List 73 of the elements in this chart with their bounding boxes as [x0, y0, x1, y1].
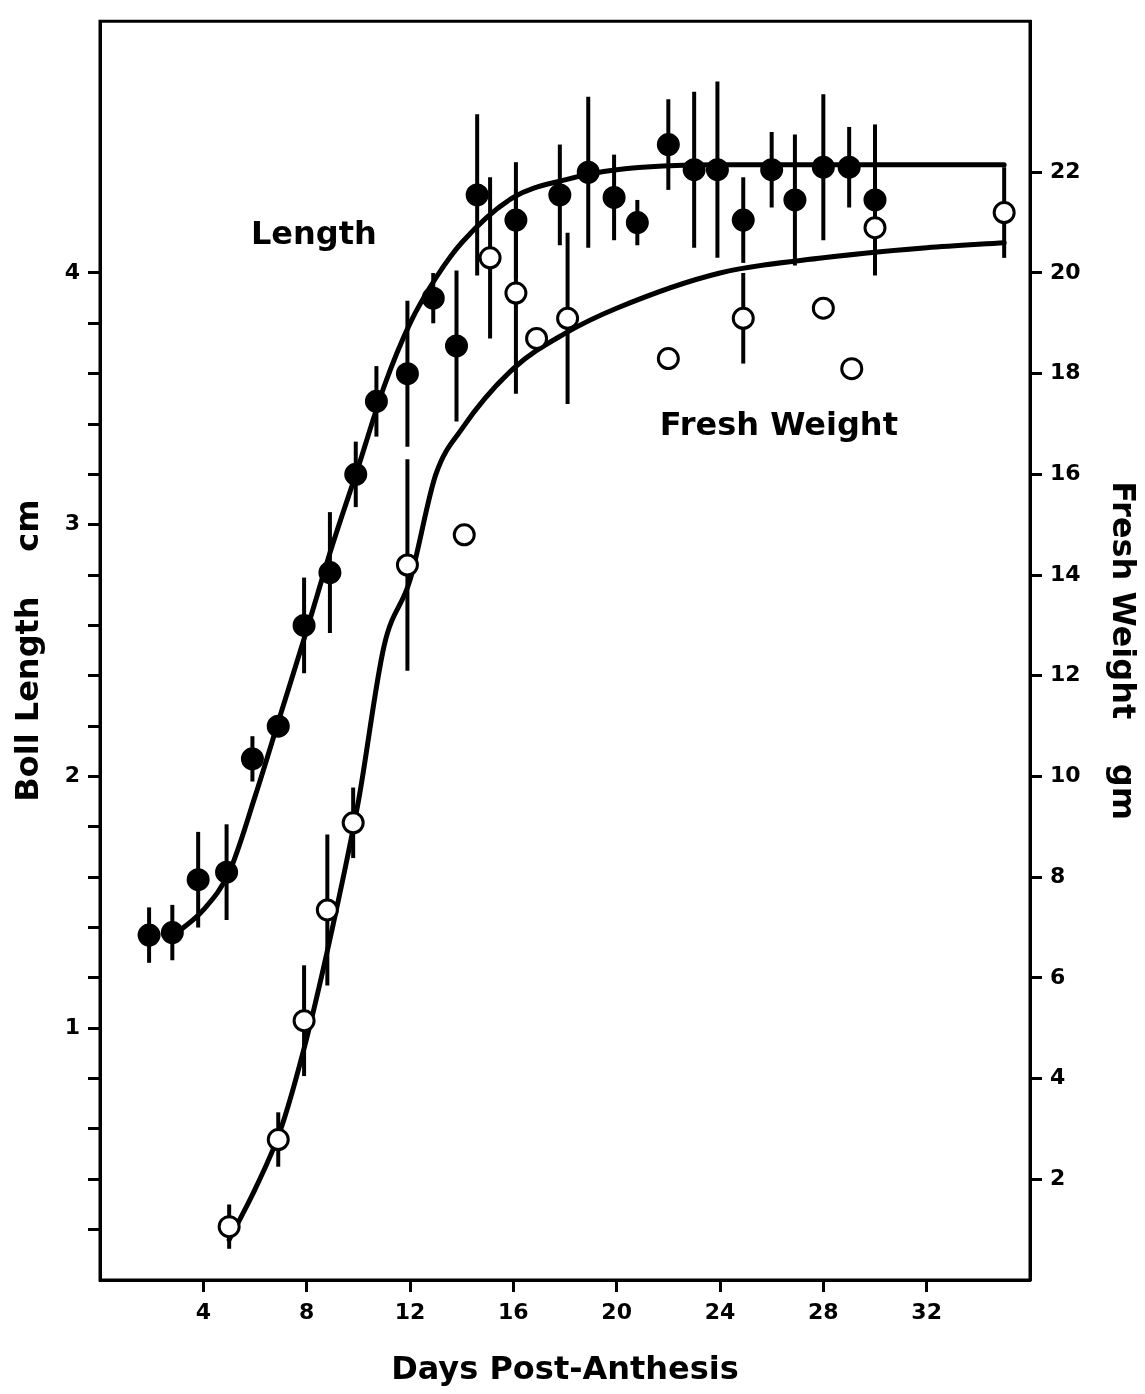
point [318, 561, 342, 585]
annotation: Length [250, 213, 377, 252]
y2-tick-label: 10 [1050, 762, 1081, 788]
point [783, 188, 807, 212]
point [395, 553, 419, 577]
point [504, 208, 528, 232]
point [656, 347, 680, 371]
y2-tick-label: 8 [1050, 862, 1066, 888]
point [478, 246, 502, 270]
point [160, 921, 184, 945]
x-tick-label: 28 [808, 1298, 839, 1324]
point [863, 216, 887, 240]
point [625, 211, 649, 235]
point [840, 357, 864, 381]
point [266, 714, 290, 738]
x-tick-label: 16 [498, 1298, 529, 1324]
point [525, 326, 549, 350]
point [421, 286, 445, 310]
point [266, 1128, 290, 1152]
point [992, 201, 1016, 225]
point [811, 296, 835, 320]
point [341, 811, 365, 835]
point [863, 188, 887, 212]
point [602, 185, 626, 209]
x-tick-label: 12 [394, 1298, 426, 1324]
y2-axis-title: Fresh Weight gm [1105, 481, 1144, 821]
point [705, 158, 729, 182]
point [364, 389, 388, 413]
point [292, 1009, 316, 1033]
point [556, 306, 580, 330]
point [656, 133, 680, 157]
y2-tick-label: 12 [1050, 661, 1081, 687]
point [760, 158, 784, 182]
point [292, 613, 316, 637]
y2-tick-label: 14 [1050, 560, 1081, 586]
y2-tick-label: 4 [1050, 1064, 1066, 1090]
x-tick-label: 24 [704, 1298, 736, 1324]
point [811, 155, 835, 179]
point [215, 860, 239, 884]
point [217, 1215, 241, 1239]
y2-tick-label: 16 [1050, 460, 1081, 486]
point [240, 747, 264, 771]
point [344, 462, 368, 486]
point [137, 923, 161, 947]
y-tick-label: 1 [64, 1013, 80, 1039]
x-axis-title: Days Post-Anthesis [391, 1349, 739, 1388]
x-tick-label: 32 [911, 1298, 942, 1324]
y2-tick-label: 22 [1050, 157, 1081, 183]
y-tick-label: 2 [64, 762, 80, 788]
point [465, 183, 489, 207]
point [186, 868, 210, 892]
y2-tick-label: 18 [1050, 359, 1081, 385]
y-axis-title: Boll Length cm [7, 499, 46, 802]
point [315, 898, 339, 922]
point [837, 155, 861, 179]
point [576, 160, 600, 184]
y-tick-label: 3 [64, 510, 80, 536]
point [731, 208, 755, 232]
point [682, 158, 706, 182]
point [452, 523, 476, 547]
annotation: Fresh Weight [659, 404, 898, 443]
y-tick-label: 4 [64, 258, 80, 284]
y2-tick-label: 20 [1050, 258, 1081, 284]
point [395, 362, 419, 386]
point [731, 306, 755, 330]
y2-tick-label: 2 [1050, 1165, 1066, 1191]
x-tick-label: 20 [601, 1298, 632, 1324]
y2-tick-label: 6 [1050, 963, 1066, 989]
x-tick-label: 4 [195, 1298, 211, 1324]
x-tick-label: 8 [299, 1298, 315, 1324]
point [548, 183, 572, 207]
point [445, 334, 468, 358]
point [504, 281, 528, 305]
